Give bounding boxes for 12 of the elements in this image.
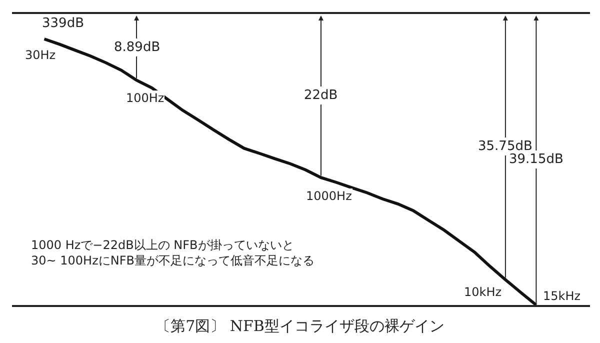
annotation: 100Hz xyxy=(126,91,164,105)
annotation: 39.15dB xyxy=(509,152,564,167)
annotation: 35.75dB xyxy=(478,139,532,154)
text: 339dB xyxy=(42,16,84,31)
annotation: 8.89dB xyxy=(114,40,160,55)
annotation: 22dB xyxy=(304,88,338,103)
annotation: 1000Hz xyxy=(306,189,352,203)
annotation: 30Hz xyxy=(25,48,56,62)
annotation: 1000 Hzで−22dB以上の NFBが掛っていないと 30~ 100HzにNFB量が不足になって低音不足になる xyxy=(31,238,314,268)
text: 〔第7図〕 NFB型イコライザ段の裸ゲイン xyxy=(156,317,444,336)
annotation: 15kHz xyxy=(543,289,581,303)
annotation: 10kHz xyxy=(464,285,502,299)
